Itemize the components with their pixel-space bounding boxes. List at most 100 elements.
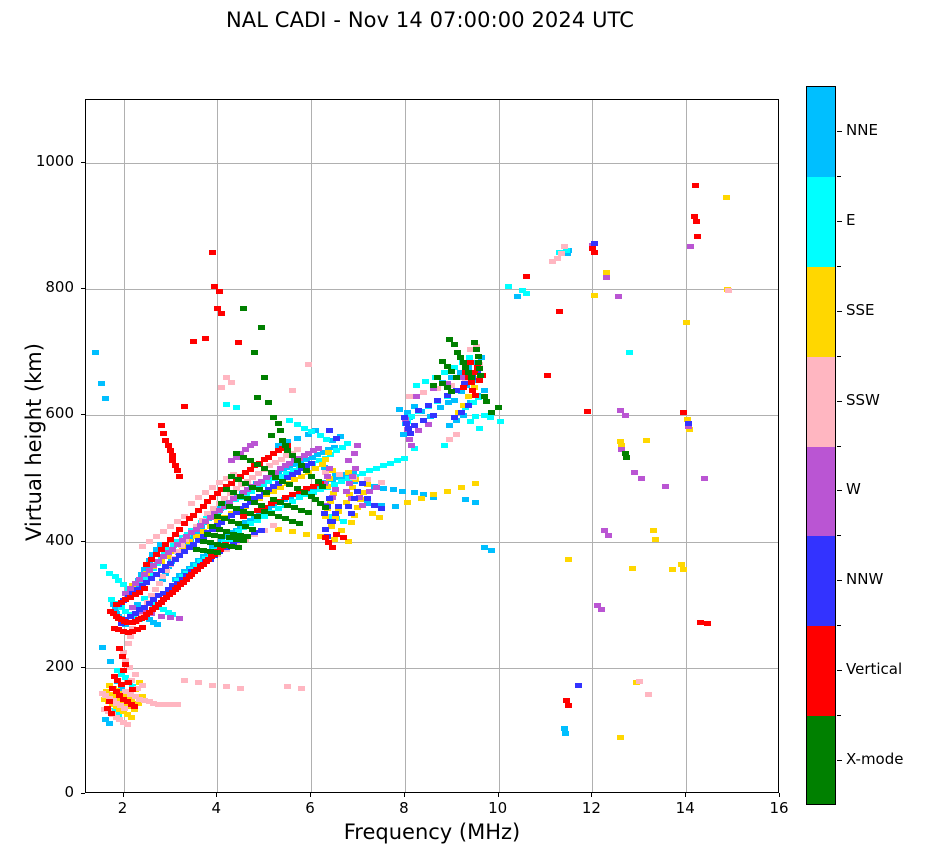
- data-point: [687, 243, 695, 249]
- data-point: [661, 483, 669, 489]
- data-point: [429, 412, 437, 418]
- data-point: [138, 544, 146, 550]
- data-point: [120, 719, 127, 725]
- data-point: [464, 394, 472, 400]
- data-point: [232, 536, 240, 542]
- data-point: [230, 531, 238, 537]
- data-point: [149, 551, 157, 557]
- data-point: [155, 559, 163, 565]
- data-point: [127, 613, 135, 619]
- data-point: [366, 488, 374, 494]
- data-point: [265, 478, 273, 484]
- data-point: [300, 425, 308, 431]
- data-point: [166, 536, 174, 542]
- data-point: [185, 539, 193, 545]
- data-point: [216, 289, 224, 295]
- data-point: [322, 436, 330, 442]
- data-point: [140, 614, 148, 620]
- data-point: [110, 674, 118, 680]
- data-point: [294, 435, 302, 441]
- data-point: [350, 450, 358, 456]
- data-point: [400, 431, 408, 437]
- data-point: [164, 701, 172, 707]
- data-point: [209, 250, 217, 256]
- data-point: [475, 359, 483, 365]
- data-point: [246, 443, 254, 449]
- data-point: [359, 502, 367, 508]
- data-point: [472, 343, 480, 349]
- data-point: [136, 607, 144, 613]
- data-point: [345, 503, 353, 509]
- data-point: [356, 494, 364, 500]
- data-point: [444, 400, 452, 406]
- data-point: [116, 693, 124, 699]
- data-point: [260, 465, 268, 471]
- data-point: [363, 482, 371, 488]
- data-point: [103, 689, 111, 695]
- y-tick: [81, 793, 85, 794]
- data-point: [241, 523, 249, 529]
- y-gridline: [86, 541, 778, 543]
- data-point: [298, 465, 306, 471]
- data-point: [605, 532, 613, 538]
- data-point: [286, 464, 293, 470]
- y-gridline: [86, 289, 778, 291]
- data-point: [237, 450, 245, 456]
- data-point: [685, 420, 693, 426]
- data-point: [246, 521, 254, 527]
- data-point: [239, 513, 247, 519]
- data-point: [401, 415, 409, 421]
- data-point: [328, 438, 336, 444]
- data-point: [157, 423, 165, 429]
- data-point: [176, 526, 184, 532]
- data-point: [635, 679, 643, 685]
- data-point: [171, 463, 179, 469]
- data-point: [177, 582, 185, 588]
- data-point: [237, 473, 245, 479]
- data-point: [284, 439, 292, 445]
- data-point: [263, 492, 271, 498]
- data-point: [289, 468, 297, 474]
- data-point: [468, 387, 476, 393]
- data-point: [192, 546, 200, 552]
- data-point: [267, 469, 275, 475]
- data-point: [169, 612, 177, 618]
- data-point: [113, 611, 121, 617]
- data-point: [159, 607, 167, 613]
- data-point: [178, 537, 186, 543]
- data-point: [293, 486, 301, 492]
- data-point: [481, 545, 489, 551]
- data-point: [197, 520, 205, 526]
- data-point: [243, 478, 251, 484]
- data-point: [321, 526, 329, 532]
- data-point: [162, 541, 170, 547]
- data-point: [523, 274, 531, 280]
- data-point: [391, 503, 399, 509]
- data-point: [206, 549, 214, 555]
- data-point: [159, 554, 167, 560]
- y-tick-label: 800: [45, 278, 74, 297]
- data-point: [288, 450, 296, 456]
- data-point: [692, 183, 700, 189]
- x-gridline: [404, 100, 406, 792]
- data-point: [199, 529, 207, 535]
- data-point: [134, 685, 142, 691]
- data-point: [438, 358, 446, 364]
- data-point: [162, 564, 170, 570]
- data-point: [309, 489, 317, 495]
- data-point: [251, 500, 259, 506]
- data-point: [183, 570, 191, 576]
- colorbar-tick: [837, 130, 842, 132]
- data-point: [292, 492, 300, 498]
- colorbar-band-w: [807, 446, 835, 537]
- data-point: [234, 545, 242, 551]
- colorbar[interactable]: [806, 86, 836, 805]
- colorbar-tick-label: SSE: [846, 300, 875, 319]
- data-point: [471, 500, 479, 506]
- data-point: [188, 527, 196, 533]
- data-point: [452, 375, 460, 381]
- data-point: [193, 523, 201, 529]
- data-point: [333, 435, 341, 441]
- data-point: [457, 388, 465, 394]
- data-point: [112, 689, 120, 695]
